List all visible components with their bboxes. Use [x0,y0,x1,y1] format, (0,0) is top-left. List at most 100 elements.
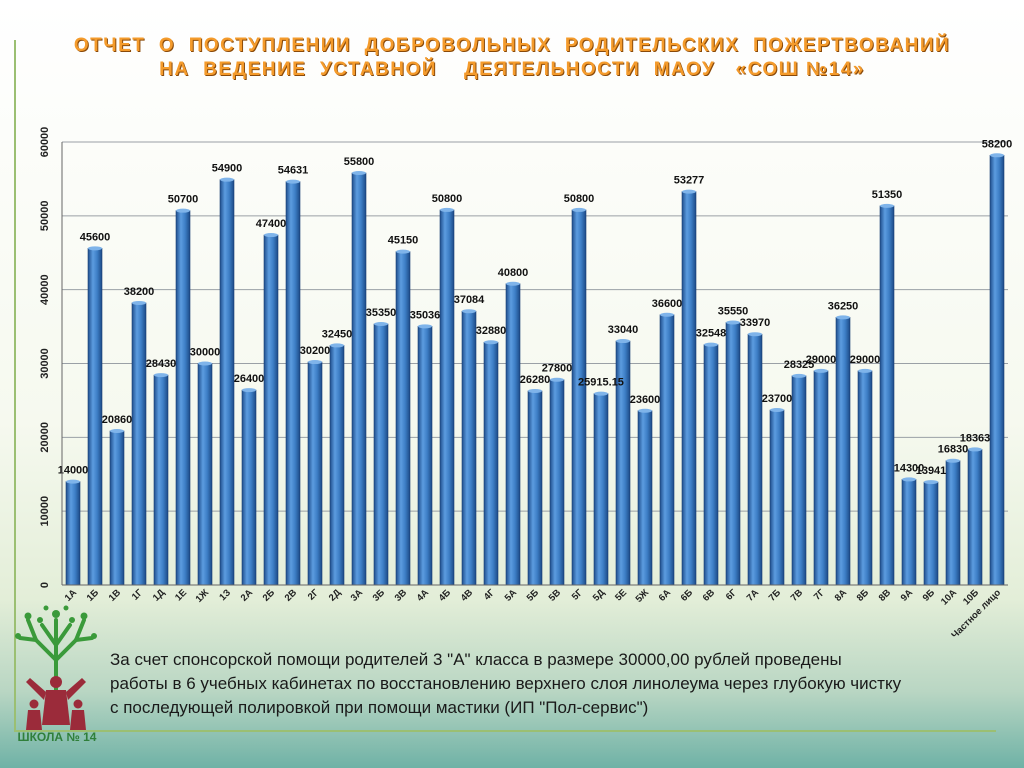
bar-cap [220,177,234,182]
data-label: 28325 [784,359,815,371]
x-tick-label: 3В [393,587,409,603]
bar-4Б [439,209,455,586]
bar-2А [241,389,257,586]
data-label: 54631 [278,165,309,177]
data-label: 45600 [80,231,111,243]
bar-cap [594,391,608,396]
y-tick-label: 60000 [39,127,51,158]
bar-5Г [571,209,587,586]
bar-cap [176,208,190,213]
bar-cap [726,320,740,325]
x-tick-label: 1Д [151,587,167,603]
bar-8В [879,205,895,586]
bar-9А [901,479,917,586]
bar-1Ж [197,363,213,586]
bar-cap [682,189,696,194]
bar-cap [616,339,630,344]
caption-line-1: За счет спонсорской помощи родителей 3 "… [110,650,842,669]
bar-cap [814,368,828,373]
y-tick-label: 20000 [39,422,51,453]
data-label: 50800 [564,193,595,205]
bar-cap [638,408,652,413]
data-label: 51350 [872,189,903,201]
x-tick-label: 5В [547,587,563,603]
bar-cap [770,408,784,413]
bar-cap [946,458,960,463]
bar-cap [836,315,850,320]
bar-3В [395,251,411,586]
bar-cap [264,233,278,238]
data-label: 29000 [806,354,837,366]
x-tick-label: 7Б [767,587,783,603]
x-tick-label: 1Ж [194,587,212,605]
frame-bottom-line [14,730,996,732]
x-tick-label: 4Б [437,587,453,603]
data-label: 13941 [916,465,947,477]
bar-cap [990,153,1004,158]
data-label: 50700 [168,194,199,206]
data-label: 23700 [762,393,793,405]
bar-cap [550,377,564,382]
x-tick-label: 5Д [591,587,607,603]
bar-5А [505,283,521,586]
bar-4А [417,326,433,586]
bar-cap [572,207,586,212]
x-tick-label: 1В [107,587,123,603]
data-label: 18363 [960,432,991,444]
x-tick-label: 8В [877,587,893,603]
bar-4Г [483,341,499,586]
x-tick-label: 4Г [482,587,498,603]
x-tick-label: 2В [283,587,299,603]
data-label: 35350 [366,307,397,319]
bar-8А [835,317,851,586]
data-label: 58200 [982,138,1013,150]
data-label: 36600 [652,298,683,310]
data-label: 45150 [388,235,419,247]
data-label: 27800 [542,363,573,375]
bar-1Д [153,374,169,586]
bar-5Ж [637,410,653,586]
bar-1Б [87,248,103,586]
bar-7Б [769,409,785,586]
y-tick-label: 40000 [39,274,51,305]
bar-7Г [813,370,829,586]
x-tick-label: 7Г [812,587,828,603]
bar-cap [660,312,674,317]
x-tick-label: 1З [217,587,233,603]
x-tick-label: 6В [701,587,717,603]
bar-3А [351,172,367,586]
bar-1З [219,179,235,586]
bar-cap [330,343,344,348]
x-tick-label: 5А [503,587,519,603]
x-tick-label: 6Б [679,587,695,603]
x-tick-label: 10А [939,587,959,607]
caption-line-2: работы в 6 учебных кабинетах по восстано… [110,674,902,693]
bar-6Б [681,191,697,586]
bar-cap [880,203,894,208]
data-label: 37084 [454,294,485,306]
data-label: 33970 [740,317,771,329]
bar-cap [110,428,124,433]
data-label: 32548 [696,328,727,340]
bar-10А [945,460,961,586]
bar-cap [352,171,366,176]
bar-cap [198,361,212,366]
bar-5Д [593,393,609,586]
bar-cap [484,340,498,345]
bar-Частное лицо [989,154,1005,586]
x-tick-label: 7А [745,587,761,603]
bar-chart: 14000 45600 20860 38200 28430 50700 30000 54900… [39,127,1013,640]
bar-cap [902,477,916,482]
data-label: 53277 [674,175,705,187]
bar-1Г [131,302,147,586]
y-tick-label: 30000 [39,348,51,379]
x-tick-label: 9А [899,587,915,603]
x-tick-label: 8А [833,587,849,603]
bar-2Д [329,345,345,586]
data-label: 50800 [432,193,463,205]
x-tick-label: 1Е [173,587,189,603]
data-label: 28430 [146,358,177,370]
bar-cap [88,246,102,251]
bar-2Г [307,361,323,586]
bar-10Б [967,449,983,586]
